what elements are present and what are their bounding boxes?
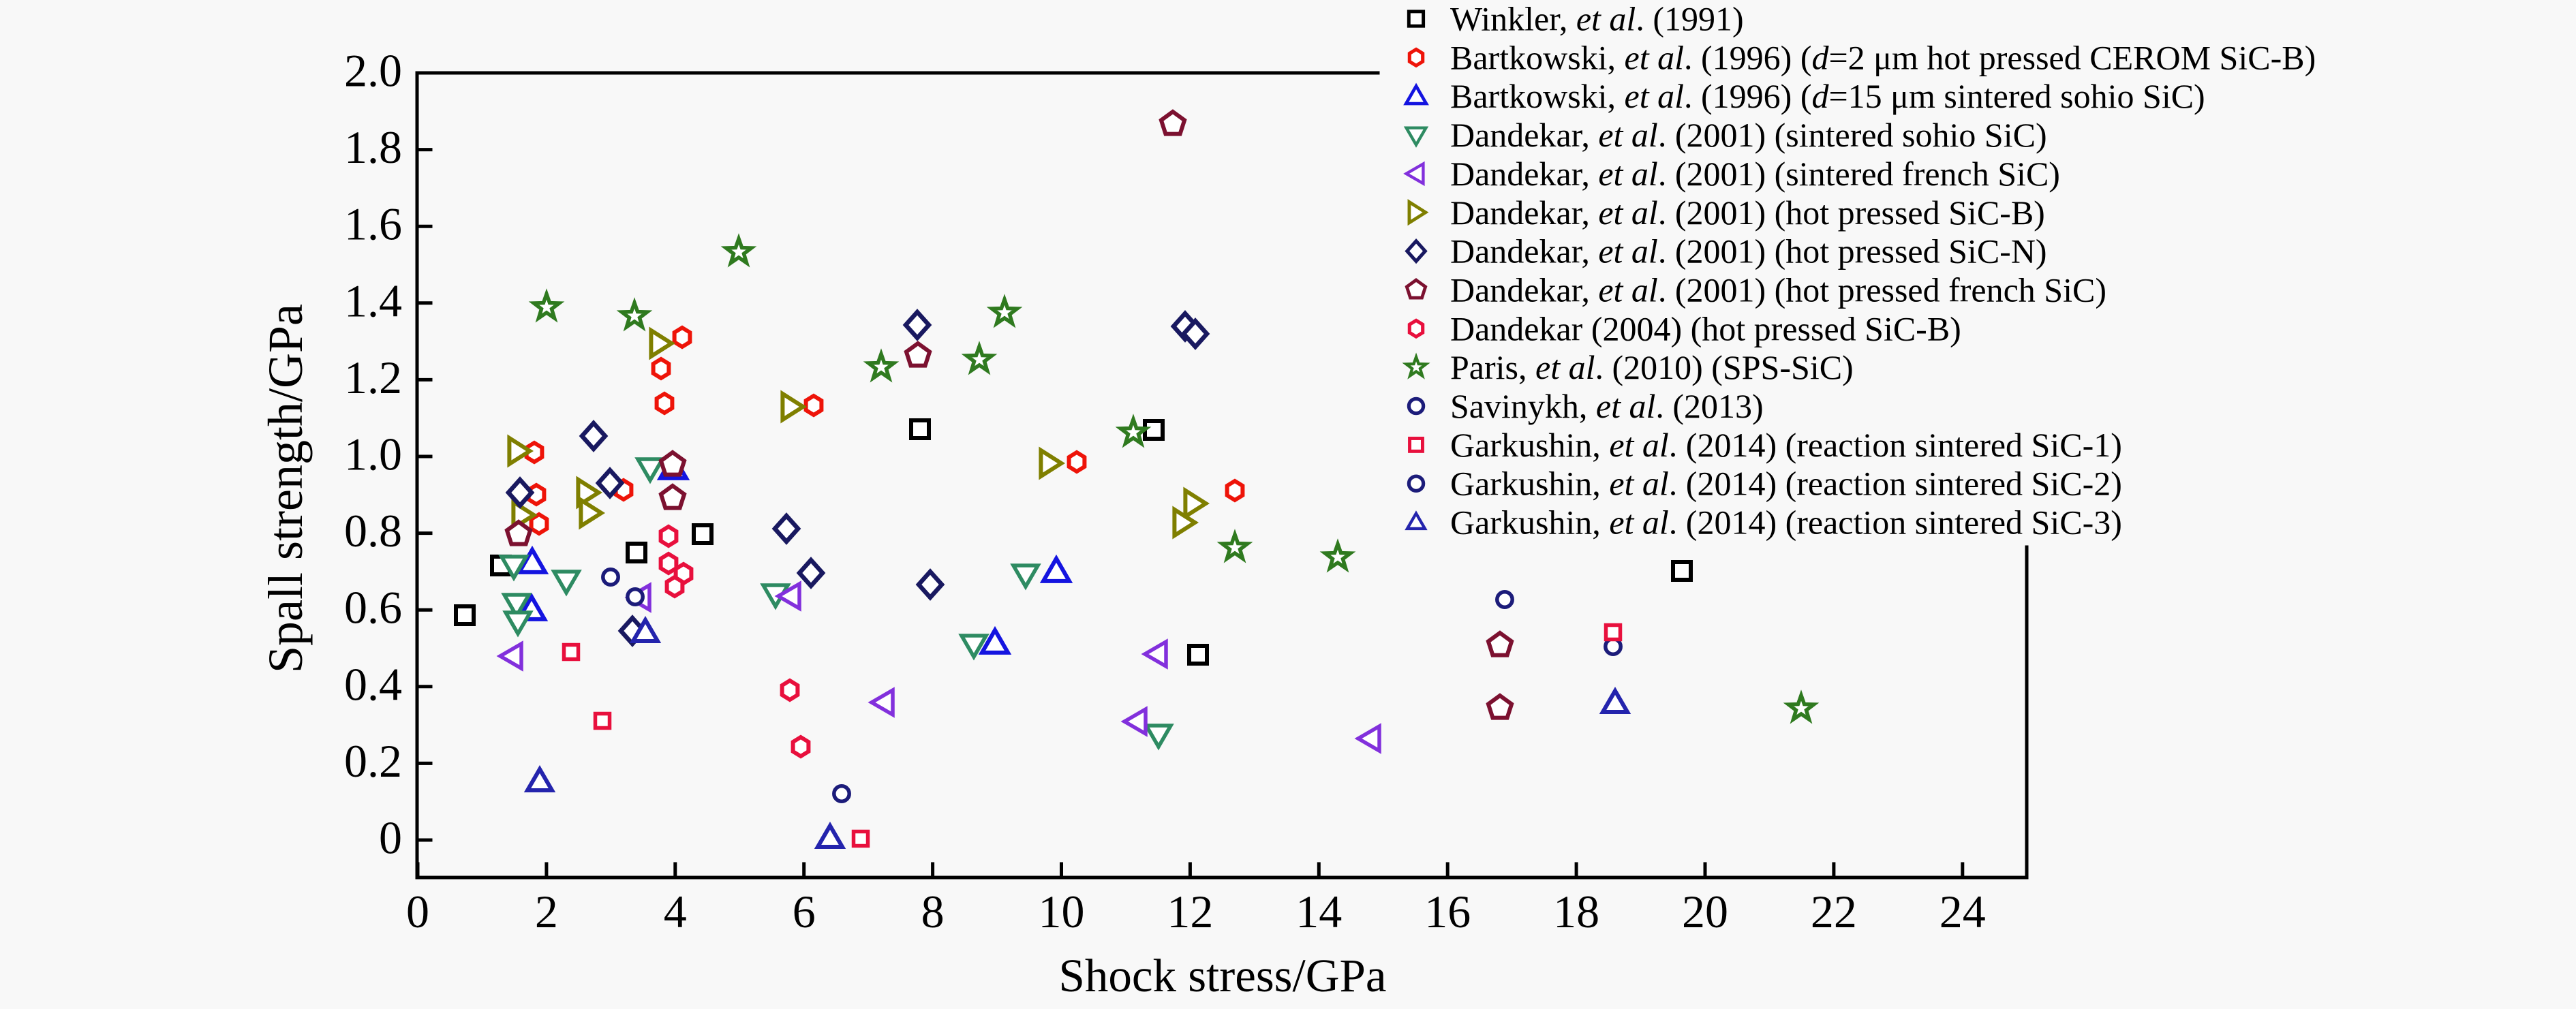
svg-text:Bartkowski, et al. (1996) (d=1: Bartkowski, et al. (1996) (d=15 μm sinte… bbox=[1450, 77, 2205, 115]
svg-text:0: 0 bbox=[406, 886, 429, 937]
svg-text:Paris, et al. (2010) (SPS-SiC): Paris, et al. (2010) (SPS-SiC) bbox=[1450, 348, 1854, 386]
svg-text:Dandekar, et al. (2001) (hot p: Dandekar, et al. (2001) (hot pressed fre… bbox=[1450, 270, 2106, 309]
svg-text:Dandekar (2004) (hot pressed S: Dandekar (2004) (hot pressed SiC-B) bbox=[1450, 309, 1961, 347]
svg-text:Bartkowski, et al. (1996) (d=2: Bartkowski, et al. (1996) (d=2 μm hot pr… bbox=[1450, 38, 2316, 76]
svg-text:1.8: 1.8 bbox=[344, 121, 402, 173]
svg-text:1.2: 1.2 bbox=[344, 352, 402, 403]
svg-text:1.0: 1.0 bbox=[344, 429, 402, 480]
svg-text:0.4: 0.4 bbox=[344, 658, 402, 710]
svg-text:14: 14 bbox=[1295, 886, 1342, 937]
svg-text:Spall strength/GPa: Spall strength/GPa bbox=[258, 304, 313, 673]
svg-text:0.6: 0.6 bbox=[344, 582, 402, 634]
svg-text:0.2: 0.2 bbox=[344, 735, 402, 787]
svg-text:Garkushin, et al. (2014) (reac: Garkushin, et al. (2014) (reaction sinte… bbox=[1450, 426, 2122, 464]
svg-text:Garkushin, et al. (2014) (reac: Garkushin, et al. (2014) (reaction sinte… bbox=[1450, 465, 2122, 503]
svg-text:4: 4 bbox=[664, 886, 687, 937]
svg-text:Dandekar, et al. (2001) (hot p: Dandekar, et al. (2001) (hot pressed SiC… bbox=[1450, 193, 2045, 232]
svg-text:6: 6 bbox=[793, 886, 816, 937]
svg-text:2.0: 2.0 bbox=[344, 45, 402, 97]
svg-text:1.6: 1.6 bbox=[344, 198, 402, 250]
svg-text:8: 8 bbox=[921, 886, 945, 937]
svg-text:Dandekar, et al. (2001) (hot p: Dandekar, et al. (2001) (hot pressed SiC… bbox=[1450, 232, 2047, 270]
svg-text:Winkler, et al. (1991): Winkler, et al. (1991) bbox=[1450, 0, 1744, 38]
svg-text:16: 16 bbox=[1424, 886, 1471, 937]
svg-text:Shock stress/GPa: Shock stress/GPa bbox=[1058, 950, 1386, 1002]
svg-text:0.8: 0.8 bbox=[344, 505, 402, 557]
svg-text:Garkushin, et al. (2014) (reac: Garkushin, et al. (2014) (reaction sinte… bbox=[1450, 503, 2122, 542]
svg-text:2: 2 bbox=[535, 886, 558, 937]
svg-text:18: 18 bbox=[1553, 886, 1599, 937]
svg-text:Dandekar, et al. (2001) (sinte: Dandekar, et al. (2001) (sintered french… bbox=[1450, 155, 2060, 193]
svg-text:0: 0 bbox=[379, 812, 402, 864]
svg-text:10: 10 bbox=[1039, 886, 1085, 937]
svg-text:Savinykh, et al. (2013): Savinykh, et al. (2013) bbox=[1450, 387, 1764, 425]
svg-text:1.4: 1.4 bbox=[344, 275, 402, 326]
svg-text:24: 24 bbox=[1939, 886, 1986, 937]
svg-text:20: 20 bbox=[1682, 886, 1728, 937]
svg-text:Dandekar, et al. (2001) (sinte: Dandekar, et al. (2001) (sintered sohio … bbox=[1450, 116, 2047, 154]
svg-text:12: 12 bbox=[1167, 886, 1213, 937]
svg-text:22: 22 bbox=[1811, 886, 1857, 937]
